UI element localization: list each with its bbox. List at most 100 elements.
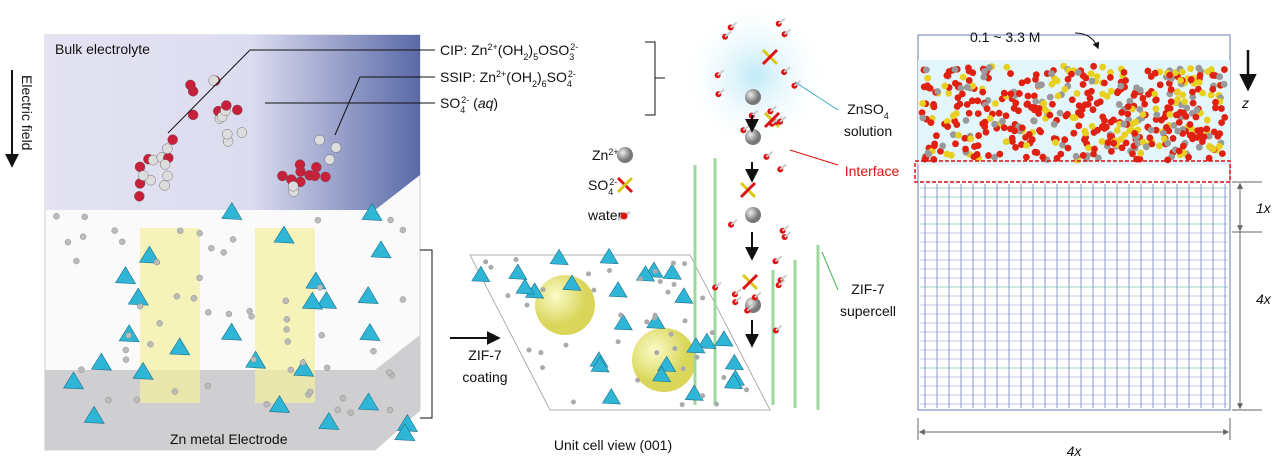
water-icon <box>617 210 631 222</box>
linker-atom <box>220 249 227 256</box>
zn-tetrahedron <box>83 405 105 424</box>
md-atom <box>939 142 947 150</box>
linker-atom <box>682 261 688 267</box>
md-atom <box>1027 104 1035 111</box>
md-atom <box>1139 94 1147 102</box>
zn-tetrahedron <box>549 248 569 265</box>
md-atom <box>1203 116 1211 124</box>
linker-atom <box>505 293 511 299</box>
md-atom <box>1068 70 1075 78</box>
pointer-line <box>821 251 839 291</box>
text-part: Zn <box>592 147 608 163</box>
linker-atom <box>679 402 685 408</box>
md-atom <box>967 135 975 143</box>
atom <box>162 170 173 182</box>
linker-atom <box>657 279 663 285</box>
linker-atom <box>263 400 270 408</box>
md-atom <box>1030 92 1038 100</box>
md-atom <box>1152 96 1160 104</box>
md-atom <box>931 142 938 150</box>
md-atom <box>1106 133 1114 140</box>
md-atom <box>1093 73 1101 80</box>
md-atom <box>1148 140 1156 148</box>
linker-atom <box>316 284 324 291</box>
md-atom <box>1107 68 1114 76</box>
pore-sphere <box>535 275 595 335</box>
linker-atom <box>153 258 160 266</box>
md-atom <box>948 151 955 159</box>
md-atom <box>1181 98 1189 105</box>
linker-atom <box>744 387 750 393</box>
md-atom <box>1209 85 1217 93</box>
linker-atom <box>709 330 715 336</box>
md-atom <box>1077 111 1085 119</box>
linker-atom <box>229 236 237 243</box>
zn-tetrahedron <box>139 245 161 264</box>
md-atom <box>1023 153 1030 161</box>
field-label: Electric field <box>19 75 35 150</box>
md-atom <box>944 71 952 79</box>
linker-atom <box>635 377 641 383</box>
md-atom <box>1074 69 1082 76</box>
linker-atom <box>111 227 118 234</box>
sup: 2+ <box>487 42 497 52</box>
linker-atom <box>64 239 72 246</box>
md-atom <box>1030 117 1038 125</box>
concentration-label: 0.1 ~ 3.3 M <box>970 29 1040 45</box>
solution-label: ZnSO4 <box>847 101 889 121</box>
linker-atom <box>386 406 394 414</box>
md-atom <box>1018 141 1025 148</box>
zn-icon <box>617 147 633 163</box>
sup: 2+ <box>496 69 506 79</box>
pointer-line <box>789 149 839 166</box>
md-atom <box>1024 92 1032 100</box>
atom <box>288 181 299 192</box>
zn-tetrahedron <box>293 358 315 377</box>
md-atom <box>981 67 988 75</box>
sulfate <box>739 181 757 199</box>
zn-tetrahedron <box>316 290 338 309</box>
md-atom <box>1022 133 1029 141</box>
md-atom <box>962 145 969 153</box>
md-atom <box>1015 90 1023 97</box>
atom <box>159 180 170 191</box>
water-h <box>746 304 754 312</box>
linker-atom <box>208 245 215 252</box>
dim-layer: 1x <box>1256 200 1272 216</box>
md-atom <box>1178 68 1186 76</box>
zn-tetrahedron <box>357 392 380 411</box>
md-atom <box>1117 82 1125 90</box>
sub: 4 <box>884 111 889 121</box>
md-atom <box>1085 144 1092 152</box>
md-atom <box>918 109 926 117</box>
linker-atom <box>339 394 347 402</box>
linker-atom <box>399 296 407 303</box>
water-h <box>751 109 759 117</box>
md-atom <box>951 79 959 87</box>
supercell-label: supercell <box>840 303 896 319</box>
water-h <box>774 255 783 263</box>
linker-atom <box>204 382 212 390</box>
linker-atom <box>672 346 678 352</box>
md-atom <box>975 132 983 139</box>
md-atom <box>944 123 952 131</box>
md-atom <box>1090 62 1098 70</box>
md-atom <box>1121 131 1129 139</box>
interface-box <box>914 160 1231 183</box>
linker-atom <box>79 233 87 240</box>
linker-atom <box>334 406 341 414</box>
md-atom <box>1189 126 1196 133</box>
linker-atom <box>81 213 88 221</box>
md-atom <box>1141 100 1149 108</box>
md-atom <box>991 120 999 128</box>
water-h <box>724 30 732 38</box>
md-atom <box>1052 139 1059 146</box>
md-atom <box>953 103 961 110</box>
sup: 2- <box>570 42 578 52</box>
linker-atom <box>540 287 546 293</box>
md-atom <box>1156 81 1164 89</box>
zn-tetrahedron <box>684 384 704 401</box>
md-atom <box>1090 129 1098 136</box>
sub: 5 <box>533 52 538 62</box>
md-atom <box>1130 91 1138 99</box>
